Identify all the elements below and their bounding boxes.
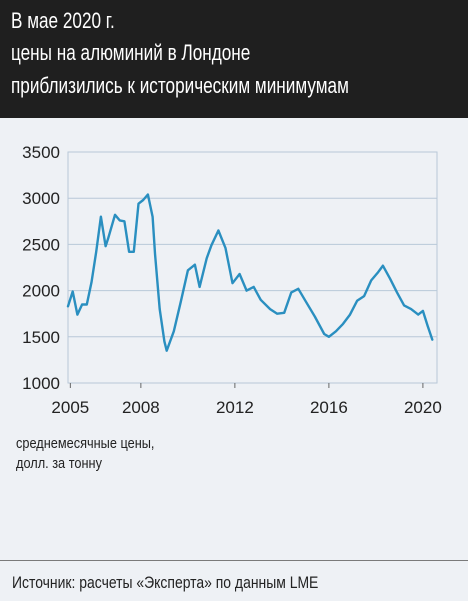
source-text: Источник: расчеты «Эксперта» по данным L… (12, 573, 319, 592)
y-axis-unit-note: среднемесячные цены, долл. за тонну (16, 434, 154, 474)
header-banner: В мае 2020 г. цены на алюминий в Лондоне… (0, 0, 468, 118)
x-axis-ticks: 2005 2008 2012 2016 2020 (51, 383, 442, 417)
source-footer: Источник: расчеты «Эксперта» по данным L… (0, 560, 468, 601)
y-axis-ticks: 1000 1500 2000 2500 3000 3500 (22, 143, 60, 393)
header-title-line-3: приблизились к историческим минимумам (11, 73, 349, 98)
x-tick-label-2012: 2012 (216, 398, 254, 417)
y-tick-label-3500: 3500 (22, 143, 60, 162)
series-layer (66, 193, 434, 352)
x-tick-label-2016: 2016 (310, 398, 348, 417)
unit-note-line-1: среднемесячные цены, (16, 435, 155, 452)
x-tick-label-2008: 2008 (122, 398, 160, 417)
header-title-line-1: В мае 2020 г. (11, 8, 115, 33)
x-tick-label-2005: 2005 (51, 398, 89, 417)
y-tick-label-1500: 1500 (22, 328, 60, 347)
chart-panel (0, 118, 468, 560)
y-tick-label-2000: 2000 (22, 282, 60, 301)
price-chart: 1000 1500 2000 2500 3000 3500 2005 2008 2012 201… (22, 143, 442, 417)
y-tick-label-1000: 1000 (22, 374, 60, 393)
y-tick-label-3000: 3000 (22, 189, 60, 208)
x-tick-label-2020: 2020 (404, 398, 442, 417)
header-title-line-2: цены на алюминий в Лондоне (11, 40, 251, 65)
series-line-0 (66, 193, 434, 352)
y-tick-label-2500: 2500 (22, 235, 60, 254)
unit-note-line-2: долл. за тонну (16, 455, 102, 472)
grid (67, 151, 438, 384)
